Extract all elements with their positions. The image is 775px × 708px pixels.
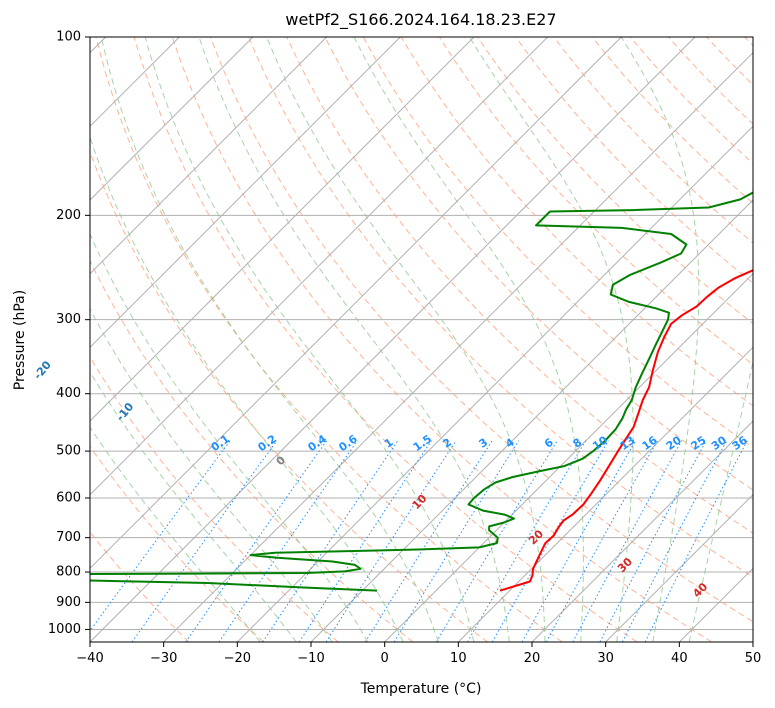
dry-adiabat-line bbox=[90, 259, 414, 642]
isotherm-line bbox=[605, 493, 753, 642]
y-tick-label: 900 bbox=[56, 595, 81, 610]
y-axis-ticks: 1000 900 800 700 600 500 400 300 200 100 bbox=[48, 30, 90, 637]
dry-adiabat-line bbox=[248, 37, 753, 578]
y-axis-title: Pressure (hPa) bbox=[12, 290, 28, 390]
x-tick-label: −20 bbox=[224, 651, 251, 666]
sounding-profiles bbox=[90, 191, 753, 592]
moist-adiabat-line bbox=[198, 37, 510, 642]
dry-adiabat-line bbox=[210, 37, 753, 623]
isotherm-line bbox=[90, 37, 254, 201]
moist-adiabat-line bbox=[90, 232, 369, 642]
isotherm-line bbox=[90, 37, 475, 422]
plot-area bbox=[90, 37, 753, 642]
dry-adiabat-line bbox=[324, 37, 753, 491]
moist-adiabat-line bbox=[100, 37, 439, 642]
temperature-profile-line bbox=[499, 269, 753, 592]
plot-background bbox=[90, 37, 753, 642]
isotherm-line bbox=[310, 199, 753, 642]
x-tick-label: 40 bbox=[671, 651, 688, 666]
mixing-ratio-line bbox=[435, 440, 558, 642]
mixing-ratio-line bbox=[467, 440, 587, 642]
y-tick-label: 1000 bbox=[48, 622, 81, 637]
mixing-ratio-line bbox=[262, 440, 399, 642]
dry-adiabat-line bbox=[591, 37, 753, 204]
x-axis-title: Temperature (°C) bbox=[360, 681, 482, 697]
mixing-ratio-line bbox=[131, 440, 278, 642]
y-tick-label: 100 bbox=[56, 30, 81, 45]
mixing-ratio-line bbox=[521, 440, 637, 642]
moist-adiabat-line bbox=[90, 135, 404, 642]
y-tick-label: 700 bbox=[56, 530, 81, 545]
y-tick-label: 500 bbox=[56, 444, 81, 459]
mixing-ratio-line bbox=[90, 440, 231, 632]
moist-adiabat-line bbox=[90, 308, 333, 642]
mixing-ratio-line bbox=[185, 440, 328, 642]
mixing-ratio-line bbox=[393, 440, 520, 642]
isotherm-line bbox=[90, 37, 401, 349]
mixing-ratio-line bbox=[298, 440, 432, 642]
x-tick-label: 30 bbox=[597, 651, 614, 666]
mixing-ratio-line bbox=[621, 440, 728, 642]
x-tick-label: 50 bbox=[745, 651, 762, 666]
chart-title: wetPf2_S166.2024.164.18.23.E27 bbox=[285, 10, 556, 30]
dry-adiabat-line bbox=[515, 37, 753, 284]
isotherm-line bbox=[90, 37, 622, 570]
mixing-ratio-line bbox=[218, 440, 358, 642]
moist-adiabat-line bbox=[266, 37, 546, 642]
isotherm-line bbox=[531, 420, 753, 642]
mixing-ratio-line bbox=[491, 440, 609, 642]
y-tick-label: 300 bbox=[56, 312, 81, 327]
x-axis-ticks: −40 −30 −20 −10 0 10 20 30 40 50 bbox=[76, 642, 761, 666]
moist-adiabat-line bbox=[620, 37, 700, 642]
x-tick-label: −40 bbox=[76, 651, 103, 666]
x-tick-label: −30 bbox=[150, 651, 177, 666]
isotherm-line bbox=[90, 37, 549, 496]
plot-frame bbox=[89, 36, 754, 643]
isotherm-line bbox=[90, 37, 696, 642]
y-tick-label: 800 bbox=[56, 565, 81, 580]
mixing-ratio-line bbox=[599, 440, 707, 642]
isotherm-line bbox=[457, 346, 753, 642]
x-tick-label: −10 bbox=[297, 651, 324, 666]
dry-adiabat-line bbox=[400, 37, 753, 407]
x-tick-label: 20 bbox=[524, 651, 541, 666]
moist-adiabat-line bbox=[353, 37, 584, 642]
moist-adiabat-line bbox=[90, 370, 297, 642]
mixing-ratio-lines bbox=[90, 440, 748, 642]
x-tick-label: 0 bbox=[381, 651, 389, 666]
dry-adiabat-line bbox=[477, 37, 753, 325]
dry-adiabat-line bbox=[95, 37, 563, 642]
y-tick-label: 200 bbox=[56, 208, 81, 223]
isobar-grid bbox=[90, 37, 753, 630]
y-tick-label: 400 bbox=[56, 386, 81, 401]
mixing-ratio-line bbox=[644, 440, 748, 642]
y-tick-label: 600 bbox=[56, 491, 81, 506]
isotherm-line bbox=[90, 37, 328, 275]
moist-adiabat-line bbox=[688, 358, 753, 642]
isotherm-line bbox=[163, 51, 753, 642]
dry-adiabat-line bbox=[171, 37, 712, 642]
moist-adiabat-line bbox=[90, 426, 261, 642]
dewpoint-profile-line bbox=[90, 191, 753, 592]
dry-adiabat-line bbox=[90, 445, 264, 642]
isotherm-line bbox=[236, 125, 753, 642]
moist-adiabat-line bbox=[144, 37, 475, 642]
isotherms bbox=[90, 37, 753, 642]
dry-adiabat-line bbox=[629, 37, 753, 165]
x-tick-label: 10 bbox=[450, 651, 467, 666]
isotherm-line bbox=[384, 272, 753, 642]
